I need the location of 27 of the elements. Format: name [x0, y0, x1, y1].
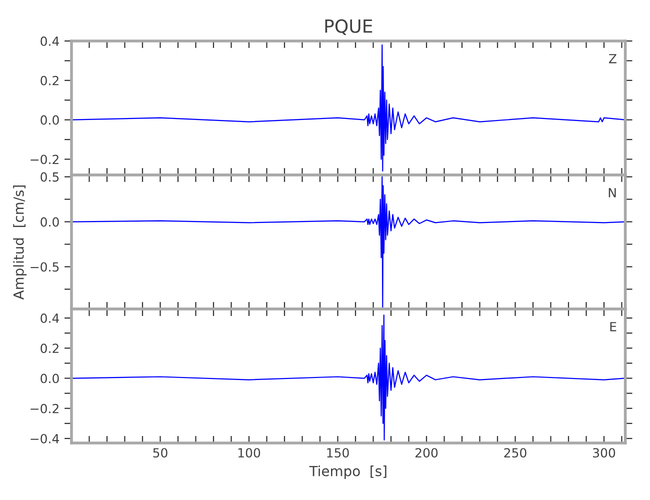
line-series	[72, 176, 626, 308]
x-axis-title: Tiempo [s]	[309, 466, 386, 479]
chart-title: PQUE	[325, 19, 372, 35]
x-tick-label: 100	[238, 448, 260, 458]
y-axis-title: Amplitud [cm/s]	[13, 186, 27, 300]
y-tick-label: −0.4	[30, 434, 59, 444]
x-tick-label: 250	[504, 448, 526, 458]
line-series	[72, 314, 626, 441]
y-tick-label: 0.2	[40, 76, 58, 86]
x-tick-label: 200	[415, 448, 438, 458]
annotation: E	[610, 322, 616, 332]
x-tick-label: 50	[153, 448, 168, 458]
y-tick-label: 0.5	[40, 172, 59, 182]
y-tick-label: 0.0	[40, 115, 59, 125]
y-tick-label: 0.2	[40, 344, 58, 354]
annotation: N	[608, 188, 616, 198]
x-tick-label: 150	[327, 448, 349, 458]
y-tick-label: 0.0	[40, 217, 59, 227]
y-tick-label: 0.4	[40, 314, 59, 323]
annotation: Z	[608, 54, 616, 64]
y-tick-label: −0.5	[30, 262, 59, 272]
y-tick-label: −0.2	[30, 154, 58, 164]
y-tick-label: 0.0	[40, 374, 59, 384]
x-tick-label: 300	[593, 448, 616, 458]
y-tick-label: −0.2	[30, 404, 58, 414]
y-tick-label: 0.4	[40, 36, 59, 46]
line-series	[72, 44, 626, 172]
